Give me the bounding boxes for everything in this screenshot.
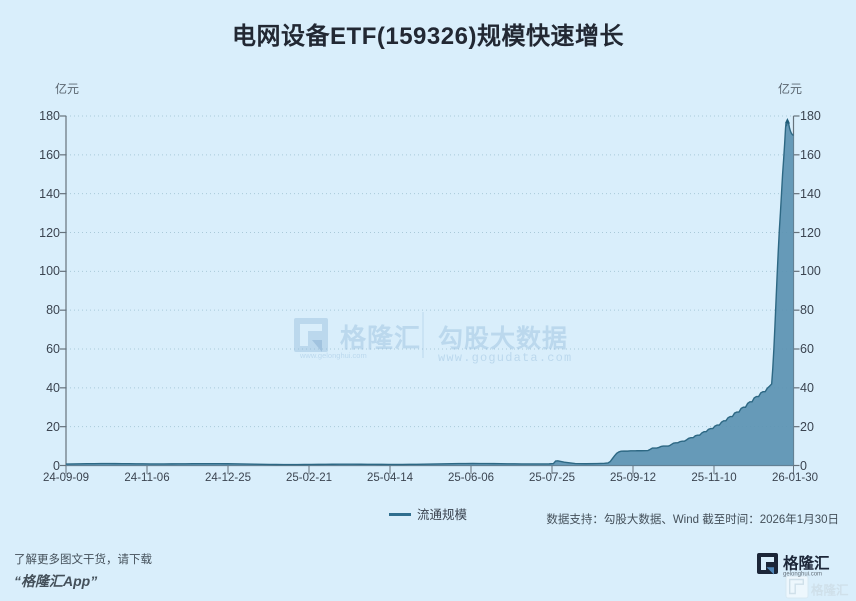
svg-text:格隆汇: 格隆汇 <box>340 323 421 353</box>
svg-text:勾股大数据: 勾股大数据 <box>438 324 568 353</box>
svg-text:www.gelonghui.com: www.gelonghui.com <box>299 351 367 360</box>
svg-text:gelonghui.com: gelonghui.com <box>783 572 822 578</box>
svg-text:格隆汇: 格隆汇 <box>783 554 830 573</box>
svg-text:格隆汇: 格隆汇 <box>811 583 849 598</box>
svg-text:www.gogudata.com: www.gogudata.com <box>438 351 572 365</box>
